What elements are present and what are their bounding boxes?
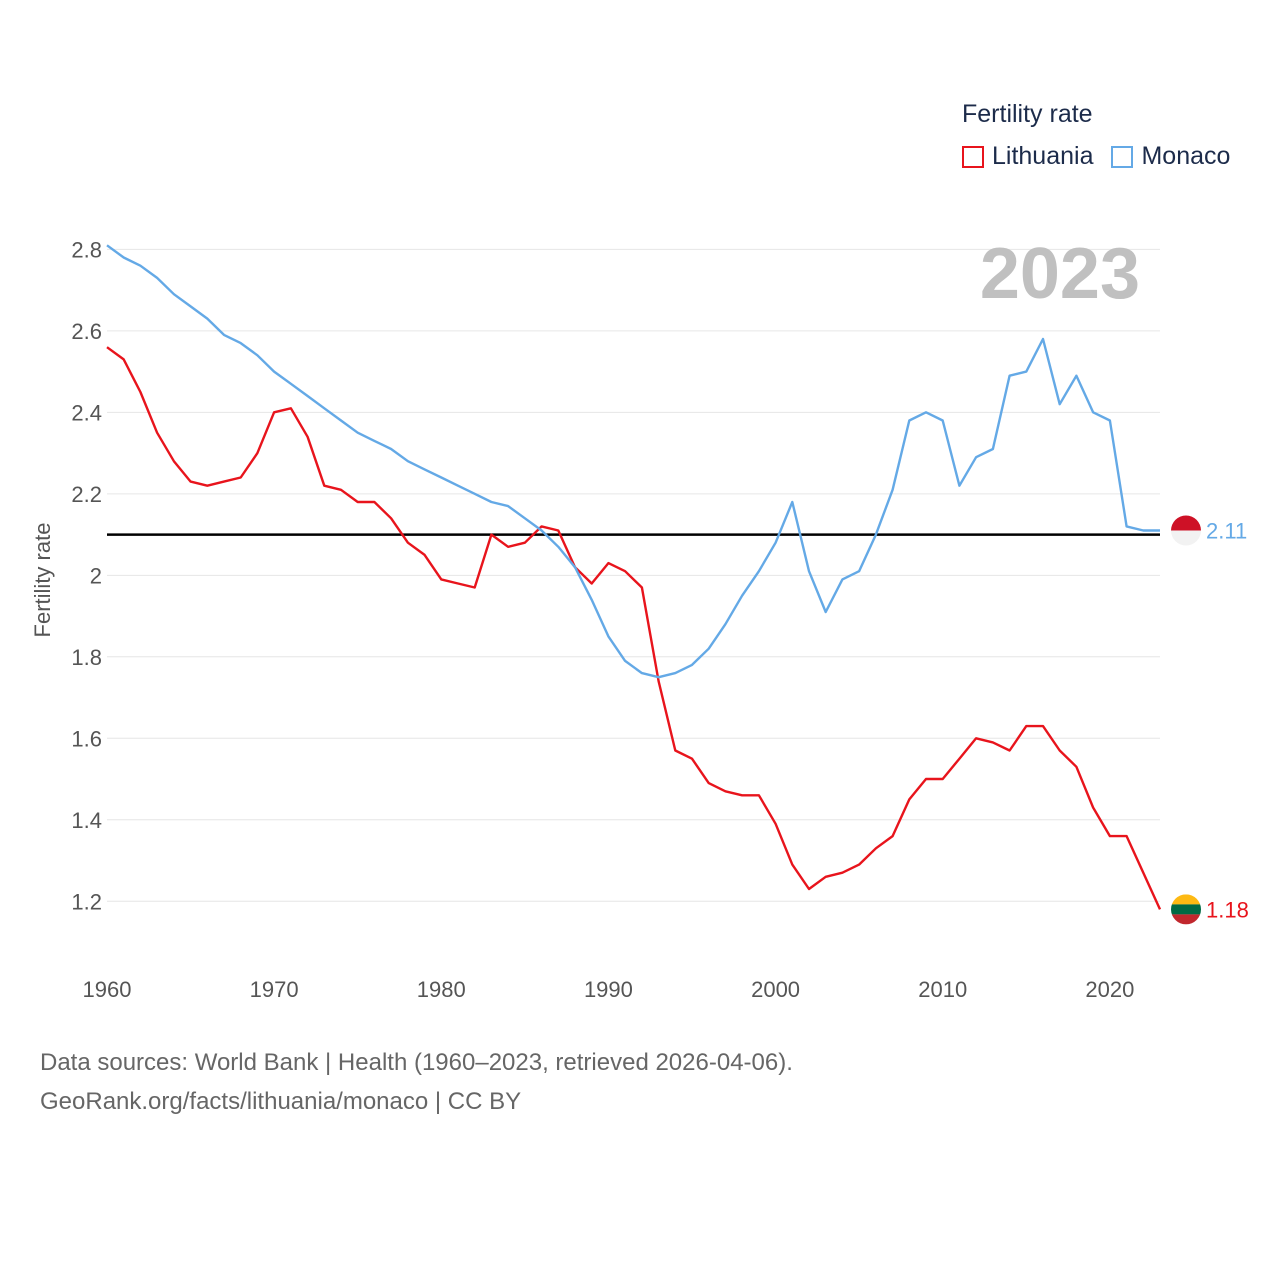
legend-item-lithuania[interactable]: Lithuania [962,142,1093,171]
y-tick-label: 1.4 [71,808,102,833]
x-tick-label: 2010 [918,977,967,1002]
y-tick-label: 2 [90,563,102,588]
legend-item-monaco[interactable]: Monaco [1111,142,1230,171]
footer-link[interactable]: GeoRank.org/facts/lithuania/monaco | CC … [40,1088,522,1115]
flag-stripe [1171,914,1201,925]
footer-source: Data sources: World Bank | Health (1960–… [40,1049,793,1076]
flag-monaco-icon [1171,515,1201,546]
series-lines [106,244,1162,910]
gridlines [107,248,1160,902]
flag-stripe [1171,894,1201,905]
flag-stripe [1171,530,1201,546]
y-tick-label: 2.2 [71,482,102,507]
legend-title: Fertility rate [962,100,1093,128]
series-line-lithuania [106,346,1162,910]
y-tick-label: 1.2 [71,889,102,914]
legend: Lithuania Monaco [962,142,1248,171]
y-tick-label: 1.8 [71,645,102,670]
series-line-monaco [106,244,1160,679]
legend-label-lithuania: Lithuania [992,142,1094,170]
y-axis-title: Fertility rate [30,523,55,638]
x-tick-label: 2020 [1085,977,1134,1002]
y-tick-label: 2.8 [71,237,102,262]
x-tick-label: 1980 [417,977,466,1002]
x-axis-ticks: 1960 1970 1980 1990 2000 2010 2020 [83,977,1135,1002]
x-tick-label: 1960 [83,977,132,1002]
end-markers: 1.18 2.11 [1171,515,1249,925]
end-value-label-monaco: 2.11 [1206,518,1247,543]
y-tick-label: 2.4 [71,400,102,425]
y-tick-label: 2.6 [71,319,102,344]
y-tick-label: 1.6 [71,726,102,751]
end-value-label-lithuania: 1.18 [1206,897,1249,922]
flag-stripe [1171,904,1201,915]
x-tick-label: 1990 [584,977,633,1002]
footer: Data sources: World Bank | Health (1960–… [40,1043,793,1121]
flag-stripe [1171,515,1201,531]
x-tick-label: 1970 [250,977,299,1002]
flag-lithuania-icon [1171,894,1201,925]
legend-swatch-lithuania [962,145,984,168]
legend-swatch-monaco [1111,145,1134,168]
year-label: 2023 [980,234,1140,314]
x-tick-label: 2000 [751,977,800,1002]
y-axis-ticks: 1.2 1.4 1.6 1.8 2 2.2 2.4 2.6 2.8 [71,237,102,914]
legend-label-monaco: Monaco [1141,142,1231,170]
